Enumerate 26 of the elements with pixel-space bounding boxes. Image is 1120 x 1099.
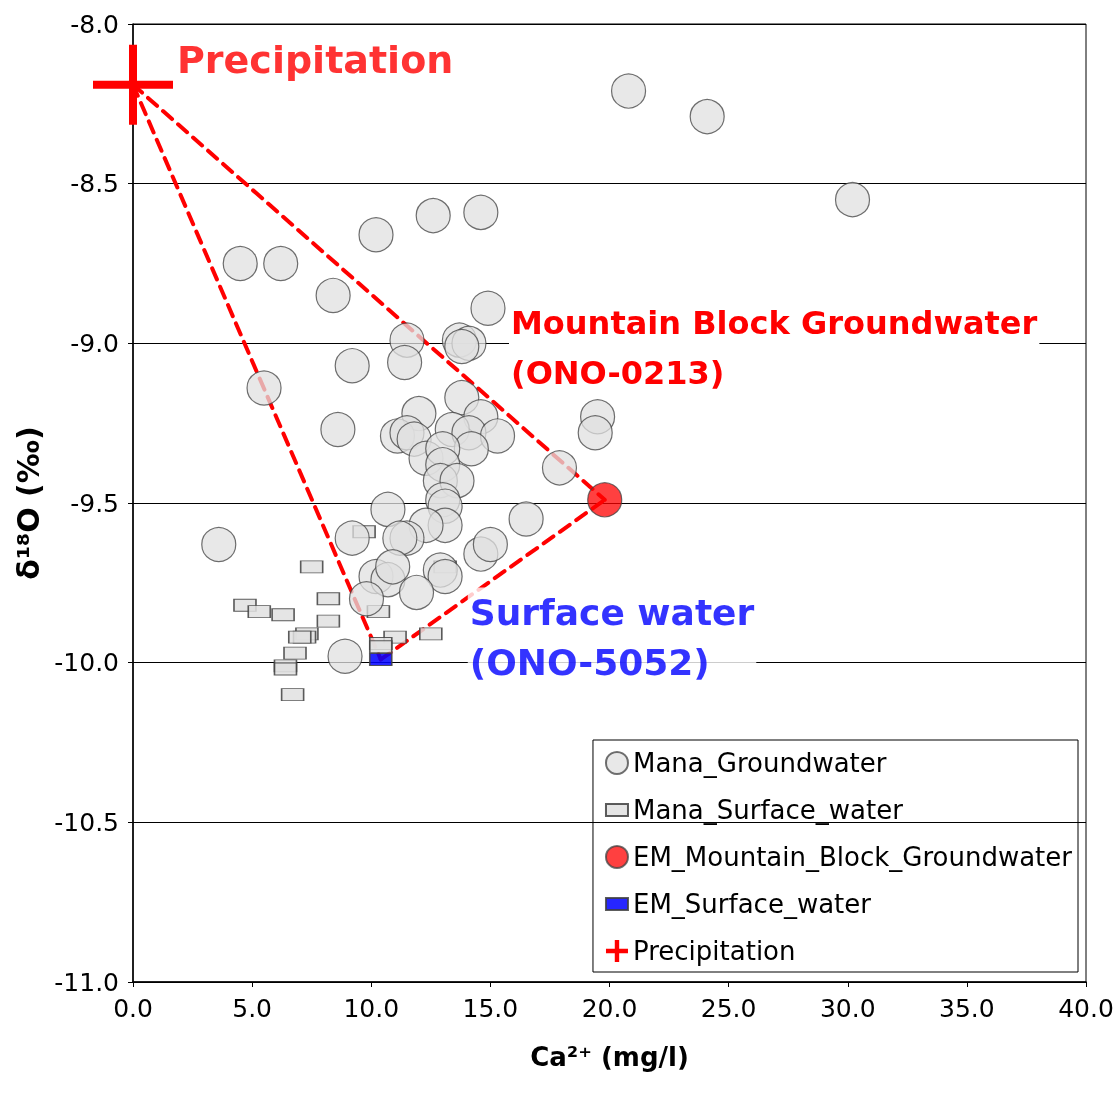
legend-label: EM_Mountain_Block_Groundwater — [632, 842, 1073, 872]
y-tick-label: -8.5 — [70, 169, 119, 199]
x-tick-label: 30.0 — [819, 994, 876, 1023]
legend-label: Precipitation — [632, 936, 796, 966]
annotation: Surface water (ONO-5052) — [469, 591, 755, 683]
x-tick-label: 5.0 — [232, 994, 273, 1023]
x-tick-label: 20.0 — [581, 994, 638, 1023]
x-tick-label: 10.0 — [343, 994, 400, 1023]
y-tick-label: -9.0 — [70, 328, 119, 358]
y-tick-label: -9.5 — [70, 488, 119, 518]
y-tick-label: -11.0 — [54, 967, 119, 997]
y-tick-label: -8.0 — [70, 9, 119, 39]
legend-label: Mana_Surface_water — [632, 795, 904, 825]
legend-label: EM_Surface_water — [632, 889, 872, 919]
y-axis-title: δ¹⁸O (‰) — [10, 426, 46, 580]
x-tick-label: 35.0 — [939, 994, 995, 1023]
annotation: Precipitation — [177, 37, 454, 82]
annotation: Mountain Block Groundwater (ONO-0213) — [511, 304, 1038, 392]
x-axis-title: Ca²⁺ (mg/l) — [530, 1042, 689, 1072]
y-tick-label: -10.5 — [54, 807, 119, 837]
legend-label: Mana_Groundwater — [632, 748, 887, 778]
x-tick-label: 0.0 — [113, 994, 153, 1023]
x-tick-label: 25.0 — [700, 994, 757, 1023]
x-tick-label: 15.0 — [462, 994, 519, 1023]
x-tick-label: 40.0 — [1058, 994, 1114, 1023]
y-tick-label: -10.0 — [54, 648, 119, 678]
